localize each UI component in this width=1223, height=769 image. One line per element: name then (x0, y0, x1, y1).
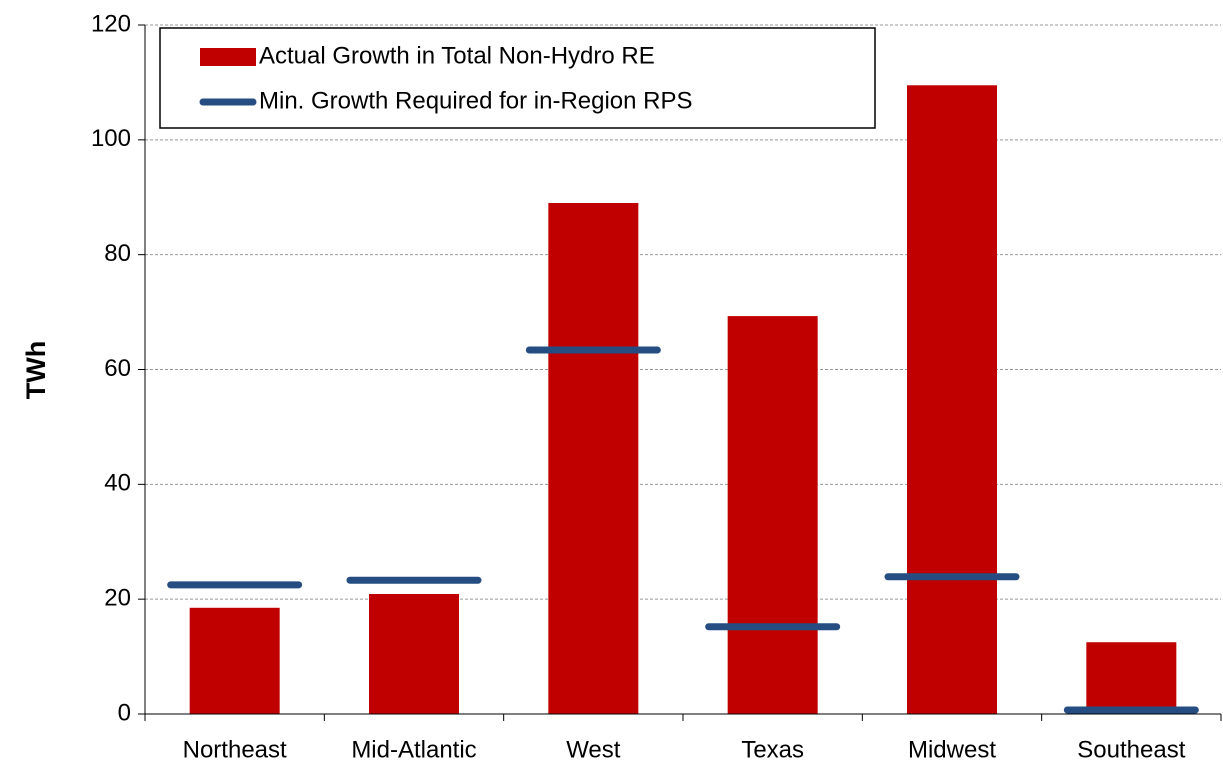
x-tick-label: Northeast (183, 736, 287, 763)
bar (189, 607, 280, 714)
bar (727, 316, 818, 714)
x-tick-label: Midwest (908, 736, 996, 763)
x-tick-label: Texas (741, 736, 804, 763)
y-axis-label: TWh (21, 341, 51, 399)
x-tick-label: Mid-Atlantic (351, 736, 476, 763)
bar (1086, 642, 1177, 714)
y-tick-label: 120 (91, 10, 131, 37)
legend-label: Actual Growth in Total Non-Hydro RE (259, 42, 655, 69)
x-tick-label: West (566, 736, 621, 763)
bar (907, 85, 997, 715)
legend-label: Min. Growth Required for in-Region RPS (259, 87, 693, 114)
y-tick-label: 0 (118, 699, 131, 726)
bar (548, 202, 639, 714)
legend-box (159, 27, 876, 129)
y-tick-label: 20 (104, 585, 131, 612)
bar (369, 593, 459, 714)
legend-swatch (200, 48, 256, 66)
y-tick-label: 60 (104, 355, 131, 382)
y-tick-label: 80 (104, 240, 131, 267)
x-tick-label: Southeast (1077, 736, 1185, 763)
y-tick-label: 100 (91, 125, 131, 152)
y-tick-label: 40 (104, 470, 131, 497)
